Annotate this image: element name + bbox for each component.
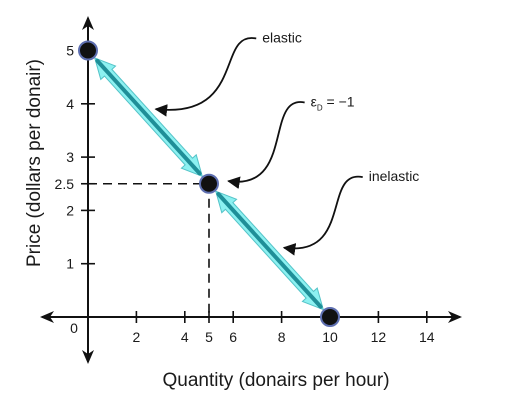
demand-line-segment-1 — [216, 192, 323, 309]
x-tick-label-4: 4 — [181, 329, 189, 345]
demand-point-1 — [199, 173, 219, 194]
x-tick-label-14: 14 — [419, 329, 435, 345]
x-tick-label-5: 5 — [205, 329, 213, 345]
x-tick-label-2: 2 — [133, 329, 141, 345]
annotation-epsilon: ε — [311, 93, 317, 109]
y-tick-label-4: 4 — [66, 96, 74, 112]
y-axis-label: Price (dollars per donair) — [24, 59, 45, 267]
annotation-arrow-inelastic — [282, 175, 363, 256]
y-tick-label-5: 5 — [66, 43, 74, 59]
x-tick-label-6: 6 — [229, 329, 237, 345]
annotation-arrow-elastic — [154, 37, 257, 117]
y-tick-label-2_5: 2.5 — [55, 176, 75, 192]
origin-label: 0 — [70, 320, 78, 336]
x-axis-arrow-left — [40, 311, 54, 323]
y-tick-label-1: 1 — [66, 256, 74, 272]
annotation-value: = −1 — [323, 93, 355, 109]
y-axis-arrow-top — [82, 16, 94, 30]
x-tick-label-8: 8 — [278, 329, 286, 345]
annotation-arrow-unit — [227, 101, 305, 189]
demand-point-0 — [78, 40, 98, 61]
y-tick-label-2: 2 — [66, 202, 74, 218]
y-tick-label-3: 3 — [66, 149, 74, 165]
annotation-label-unit: εD = −1 — [311, 93, 355, 112]
demand-line-segment-0 — [95, 58, 202, 176]
x-axis-arrow-right — [448, 311, 462, 323]
x-tick-label-12: 12 — [371, 329, 387, 345]
y-axis-arrow-bottom — [82, 350, 94, 364]
annotation-label-inelastic: inelastic — [369, 168, 420, 184]
x-axis-label: Quantity (donairs per hour) — [162, 370, 389, 391]
annotation-label-elastic: elastic — [262, 30, 302, 46]
annotation-subscript: D — [317, 103, 323, 112]
x-tick-label-10: 10 — [322, 329, 338, 345]
demand-point-2 — [320, 307, 340, 327]
